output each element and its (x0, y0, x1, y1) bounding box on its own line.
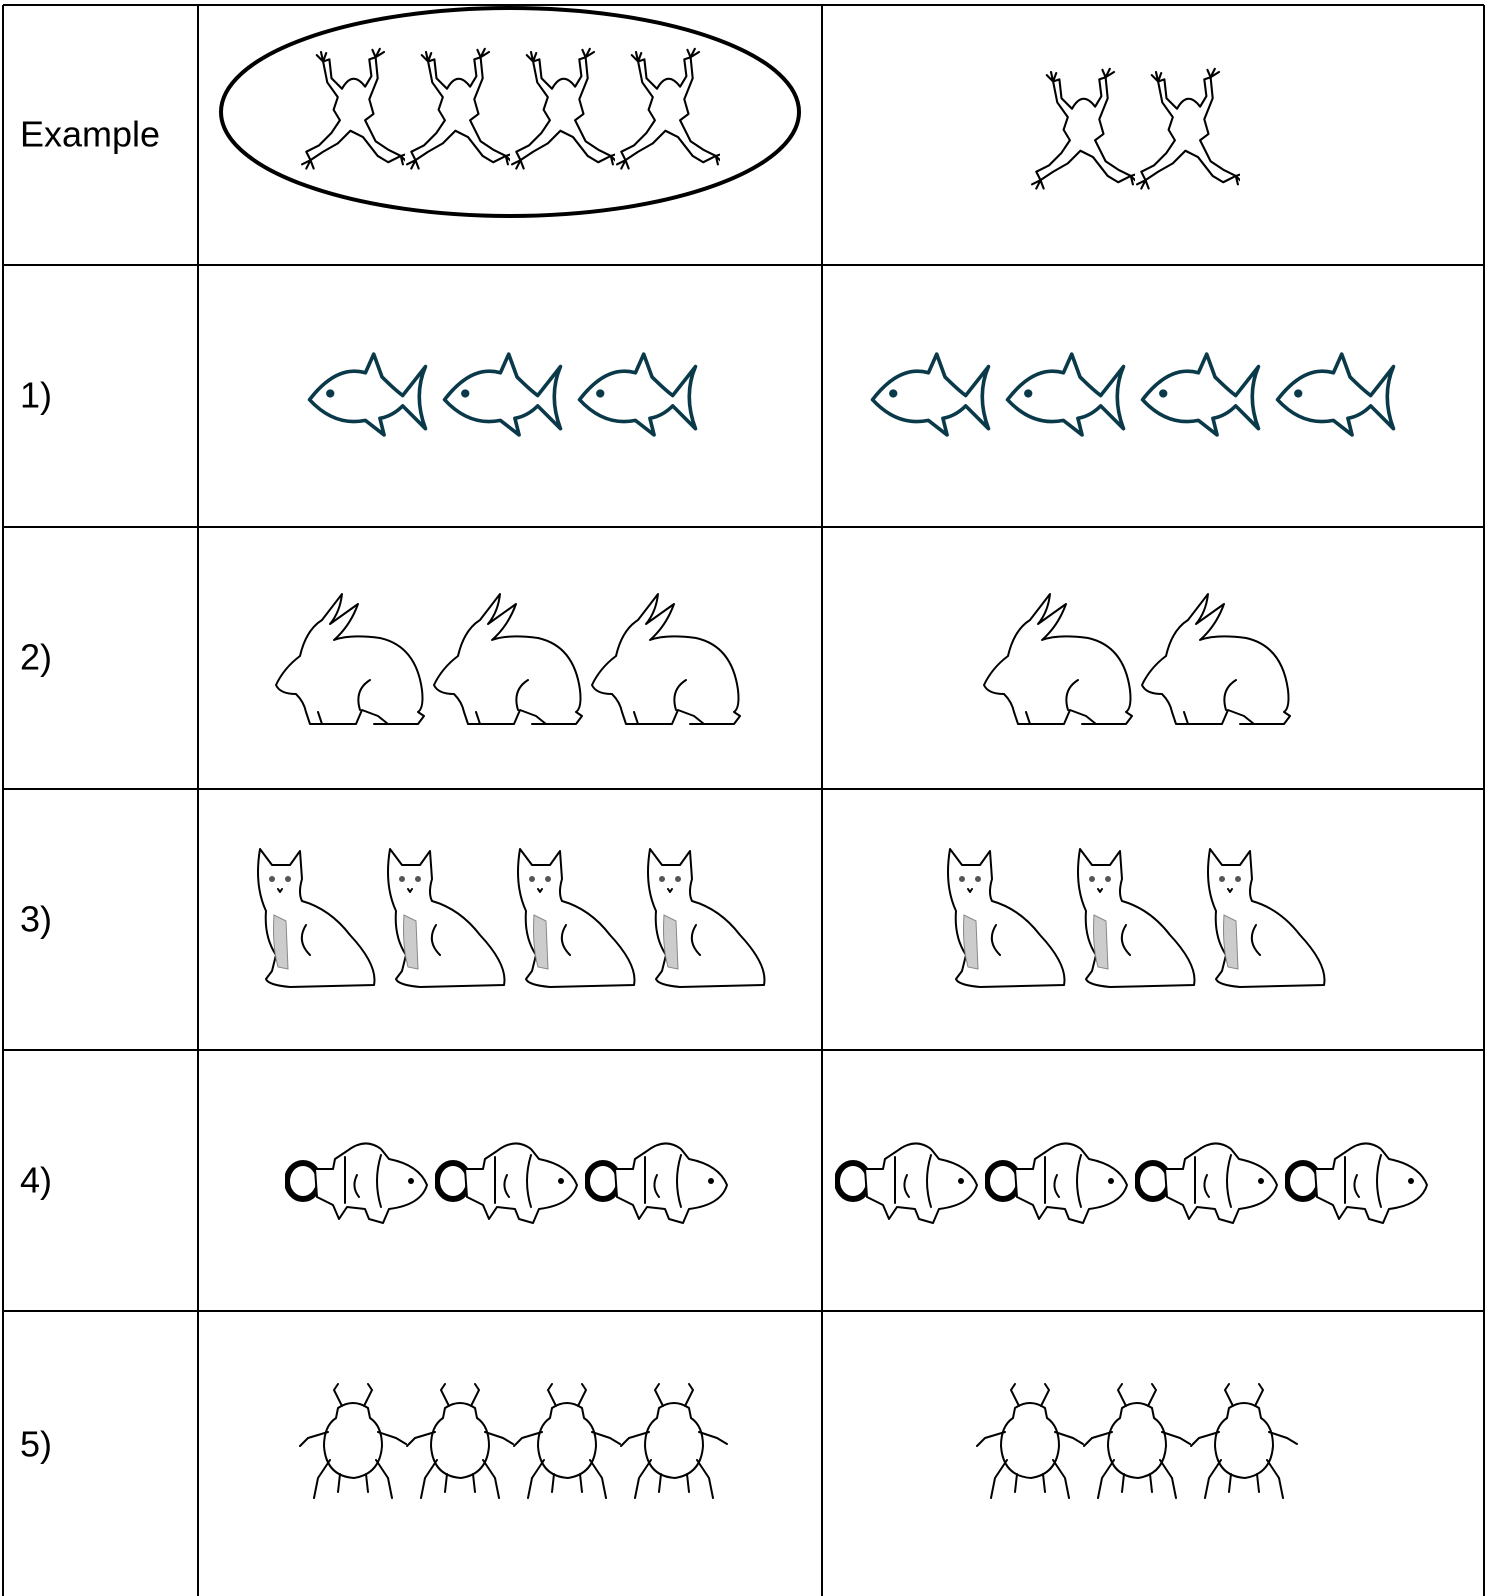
row-label: Example (20, 114, 160, 155)
clownfish-icon (587, 1143, 727, 1223)
cat-icon (257, 848, 376, 988)
rabbit-icon (1141, 593, 1291, 725)
clownfish-icon (987, 1143, 1127, 1223)
answer-circle (219, 6, 801, 218)
beetle-icon (406, 1383, 514, 1499)
row-label: 4) (20, 1160, 52, 1201)
rabbit-icon (983, 593, 1133, 725)
row-label: 1) (20, 375, 52, 416)
fish-icon (1005, 352, 1126, 437)
clownfish-icon (1287, 1143, 1427, 1223)
beetle-icon (1190, 1383, 1298, 1499)
rabbit-icon (591, 593, 741, 725)
beetle-icon (299, 1383, 407, 1499)
frog-icon (511, 47, 615, 170)
beetle-icon (620, 1383, 728, 1499)
fish-icon (870, 352, 991, 437)
frog-icon (616, 47, 720, 170)
row-label: 5) (20, 1424, 52, 1465)
table-grid (2, 4, 1485, 1596)
rabbit-icon (275, 593, 425, 725)
cat-icon (947, 848, 1066, 988)
cat-icon (1077, 848, 1196, 988)
frog-icon (301, 47, 405, 170)
fish-icon (307, 352, 428, 437)
fish-icon (577, 352, 698, 437)
cat-icon (647, 848, 766, 988)
frog-icon (1136, 67, 1240, 190)
fish-icon (442, 352, 563, 437)
fish-icon (1140, 352, 1261, 437)
clownfish-icon (837, 1143, 977, 1223)
clownfish-icon (287, 1143, 427, 1223)
frog-icon (1031, 67, 1135, 190)
rabbit-icon (433, 593, 583, 725)
cat-icon (517, 848, 636, 988)
fish-icon (1275, 352, 1396, 437)
frog-icon (406, 47, 510, 170)
cat-icon (387, 848, 506, 988)
beetle-icon (513, 1383, 621, 1499)
row-label: 2) (20, 637, 52, 678)
beetle-icon (976, 1383, 1084, 1499)
clownfish-icon (1137, 1143, 1277, 1223)
cat-icon (1207, 848, 1326, 988)
clownfish-icon (437, 1143, 577, 1223)
beetle-icon (1083, 1383, 1191, 1499)
row-label: 3) (20, 899, 52, 940)
